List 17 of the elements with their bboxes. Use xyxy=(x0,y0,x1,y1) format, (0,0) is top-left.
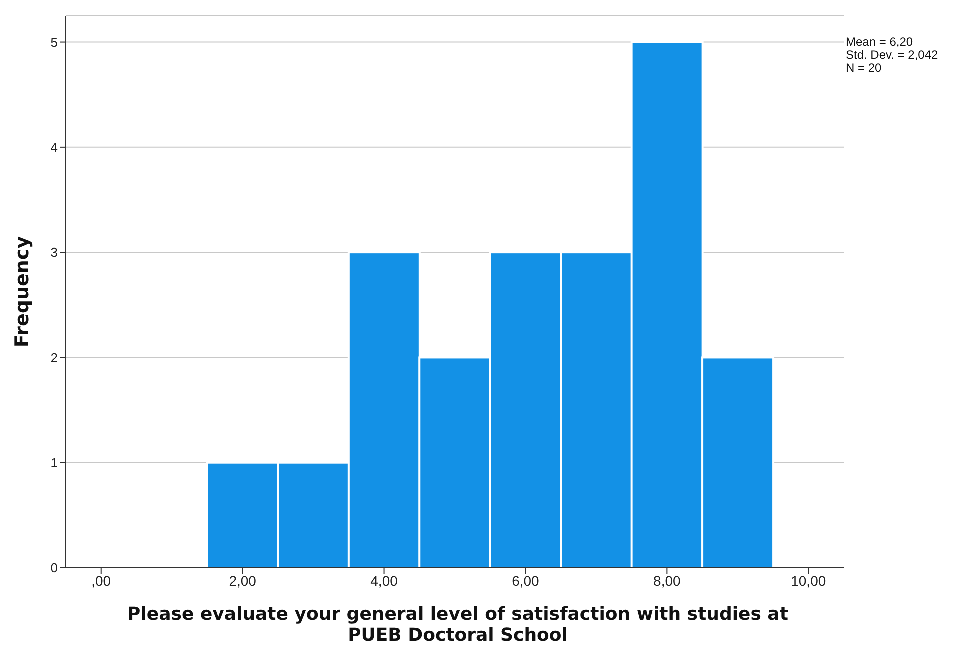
x-tick-label: 6,00 xyxy=(512,572,540,589)
y-tick-label: 5 xyxy=(50,34,58,50)
y-tick-label: 4 xyxy=(50,140,58,156)
text: Std. Dev. = 2,042 xyxy=(846,48,938,62)
text: N = 20 xyxy=(846,61,883,75)
y-tick-label: 0 xyxy=(50,560,58,576)
x-tick-label: 8,00 xyxy=(654,572,682,589)
text: Mean = 6,20 xyxy=(846,35,914,49)
x-tick-label: 10,00 xyxy=(791,572,826,589)
y-tick-label: 1 xyxy=(50,455,58,470)
x-tick-label: ,00 xyxy=(92,572,112,589)
x-axis-title: Please evaluate your general level of satisfaction with studies at PUEB Doctoral School xyxy=(126,604,790,646)
x-tick-label: 2,00 xyxy=(229,572,257,589)
x-tick-label: 4,00 xyxy=(370,572,398,589)
y-axis-title: Frequency xyxy=(12,236,34,348)
y-tick-label: 2 xyxy=(50,350,58,366)
y-tick-label: 3 xyxy=(50,245,58,260)
